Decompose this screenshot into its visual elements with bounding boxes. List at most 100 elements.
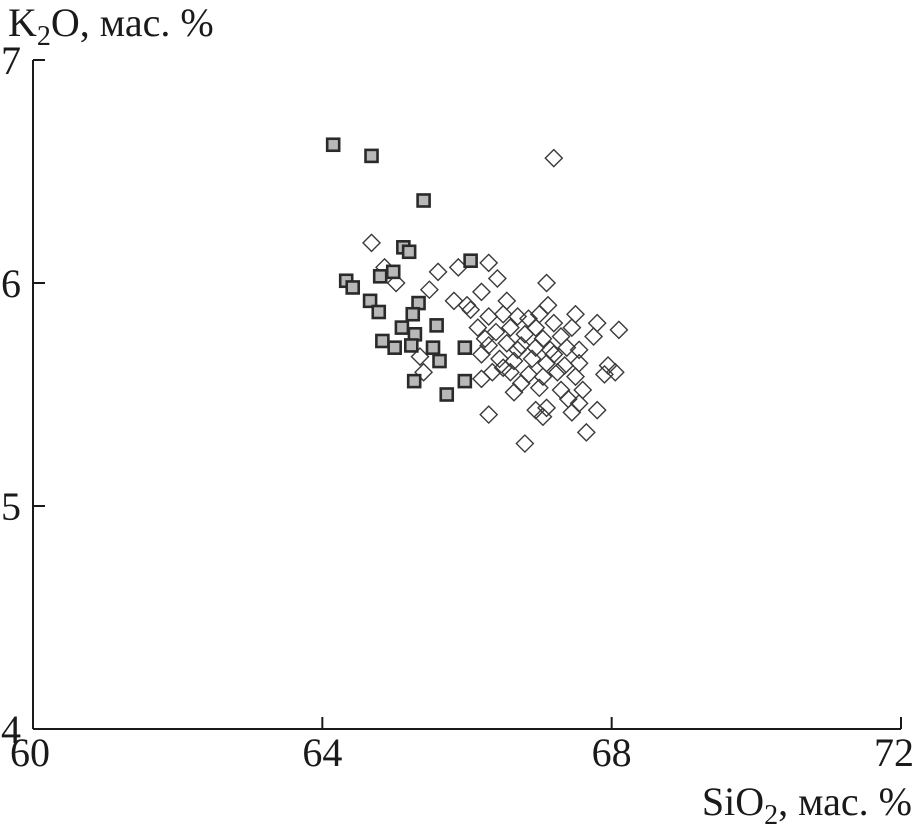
data-point-diamond (537, 273, 557, 293)
data-point-diamond (479, 405, 499, 425)
y-tick-label: 4 (1, 707, 21, 752)
data-point-diamond (533, 329, 553, 349)
data-point-diamond (526, 338, 546, 358)
data-point-diamond (584, 327, 604, 347)
x-tick-label: 68 (592, 730, 632, 775)
data-point-diamond (471, 369, 491, 389)
data-point-diamond (522, 349, 542, 369)
data-point-diamond (594, 364, 614, 384)
data-point-diamond (576, 422, 596, 442)
axes (32, 60, 901, 730)
data-point-square (405, 306, 421, 322)
data-point-diamond (362, 233, 382, 253)
x-axis-title-subscript: 2 (764, 800, 778, 831)
data-point-diamond (533, 367, 553, 387)
data-point-diamond (428, 262, 448, 282)
x-axis-title-rest: , мас. % (778, 779, 912, 824)
data-point-square (345, 280, 361, 295)
x-axis-title: SiO2, мас. % (702, 779, 912, 831)
y-tick-label: 5 (1, 484, 21, 529)
data-point-diamond (468, 318, 488, 338)
data-point-diamond (566, 304, 585, 324)
data-point-square (362, 293, 378, 309)
data-point-square (387, 340, 402, 355)
x-tick-label: 64 (302, 730, 342, 775)
data-point-diamond (482, 362, 502, 382)
data-point-square (457, 373, 473, 389)
data-point-diamond (444, 291, 464, 311)
data-point-square (432, 353, 447, 369)
y-axis-title: K2O, мас. % (8, 0, 214, 52)
data-point-diamond (508, 306, 528, 326)
data-point-square (372, 269, 388, 284)
data-point-diamond (486, 322, 506, 342)
data-point-square (404, 338, 419, 353)
data-point-diamond (526, 318, 546, 338)
data-point-square (463, 253, 478, 268)
data-point-diamond (569, 353, 589, 373)
data-point-diamond (386, 273, 406, 293)
data-point-diamond (493, 304, 513, 324)
data-point-square (406, 373, 422, 389)
data-point-diamond (461, 300, 481, 320)
data-point-diamond (475, 329, 495, 349)
data-point-square (364, 148, 379, 164)
data-point-diamond (493, 358, 513, 378)
data-point-diamond (479, 306, 499, 326)
data-point-diamond (547, 362, 567, 382)
data-point-diamond (419, 280, 439, 300)
data-point-diamond (457, 295, 477, 315)
data-point-diamond (500, 362, 520, 382)
data-point-square (325, 137, 341, 153)
data-point-diamond (569, 340, 589, 360)
data-point-diamond (471, 282, 491, 302)
data-point-diamond (533, 407, 553, 427)
data-point-square (439, 387, 455, 402)
data-point-diamond (587, 400, 607, 420)
data-point-diamond (609, 320, 629, 340)
x-tick-label: 72 (874, 730, 914, 775)
data-points (325, 137, 629, 454)
data-point-diamond (471, 344, 491, 364)
data-point-diamond (504, 382, 524, 402)
data-point-diamond (490, 349, 510, 369)
data-point-diamond (544, 313, 564, 333)
y-tick-label: 6 (1, 261, 21, 306)
data-point-square (401, 244, 417, 260)
data-point-diamond (508, 340, 528, 360)
data-point-diamond (566, 367, 585, 387)
data-point-diamond (544, 344, 564, 364)
data-point-diamond (497, 291, 517, 311)
data-point-diamond (562, 318, 582, 338)
data-point-diamond (537, 398, 557, 418)
data-point-square (416, 193, 431, 208)
data-point-diamond (511, 373, 531, 393)
data-point-diamond (500, 318, 520, 338)
y-axis-title-main: K (8, 0, 37, 45)
data-point-diamond (515, 434, 535, 454)
data-point-diamond (605, 362, 625, 382)
data-point-diamond (518, 364, 538, 384)
data-point-square (375, 333, 390, 349)
data-point-square (371, 304, 387, 320)
data-point-square (385, 264, 401, 280)
y-tick-label: 7 (1, 38, 21, 83)
data-point-diamond (497, 333, 517, 353)
data-point-diamond (551, 380, 571, 400)
data-point-square (429, 318, 444, 333)
data-point-diamond (504, 351, 524, 371)
data-point-diamond (529, 378, 549, 398)
data-point-diamond (562, 402, 582, 422)
x-tick-label: 60 (10, 730, 50, 775)
y-axis-title-subscript: 2 (37, 21, 51, 52)
data-point-diamond (557, 338, 577, 358)
data-point-diamond (587, 313, 607, 333)
data-point-diamond (538, 295, 558, 315)
data-point-diamond (544, 148, 564, 168)
data-point-square (457, 340, 473, 355)
data-point-diamond (414, 362, 434, 382)
data-point-square (394, 320, 410, 335)
x-axis-title-main: SiO (702, 779, 764, 824)
ticks: 4 5 6 7 60 64 68 72 (1, 38, 914, 775)
